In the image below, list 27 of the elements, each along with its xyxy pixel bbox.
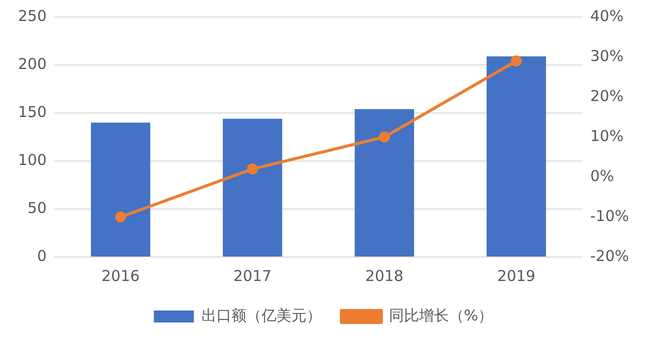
x-tick-label: 2018 bbox=[365, 266, 404, 285]
y-tick-label: 150 bbox=[18, 102, 47, 121]
point bbox=[510, 56, 522, 66]
point bbox=[378, 132, 390, 142]
y2-tick-label: 40% bbox=[590, 6, 624, 25]
point bbox=[115, 212, 126, 222]
point bbox=[246, 164, 258, 174]
legend-label: 出口额（亿美元） bbox=[201, 306, 322, 324]
y2-tick-label: -10% bbox=[590, 206, 630, 225]
y-tick-label: 100 bbox=[18, 150, 47, 169]
bar bbox=[354, 109, 414, 256]
legend-label: 同比增长（%） bbox=[388, 306, 494, 324]
bar bbox=[486, 56, 546, 256]
y2-tick-label: -20% bbox=[590, 246, 630, 265]
y-tick-label: 200 bbox=[18, 54, 47, 73]
y2-tick-label: 30% bbox=[590, 46, 624, 65]
y2-tick-label: 20% bbox=[590, 86, 624, 105]
y-tick-label: 250 bbox=[18, 6, 47, 25]
bar bbox=[222, 118, 282, 256]
x-tick-label: 2016 bbox=[101, 266, 140, 285]
y2-tick-label: 10% bbox=[590, 126, 624, 145]
bar bbox=[90, 122, 150, 256]
y2-tick-label: 0% bbox=[590, 166, 614, 185]
y-tick-label: 0 bbox=[37, 246, 47, 265]
x-tick-label: 2017 bbox=[233, 266, 272, 285]
y-tick-label: 50 bbox=[28, 198, 47, 217]
x-tick-label: 2019 bbox=[497, 266, 536, 285]
